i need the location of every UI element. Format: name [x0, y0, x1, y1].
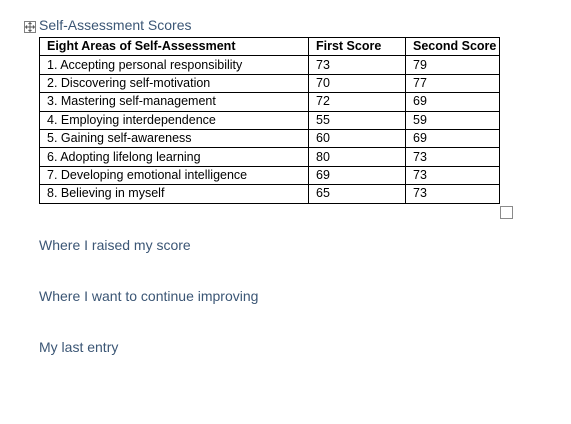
second-score-cell[interactable]: 73: [405, 165, 500, 186]
first-score-cell[interactable]: 70: [308, 73, 406, 94]
table-resize-icon[interactable]: [500, 206, 513, 219]
table-row: 5. Gaining self-awareness 60 69: [39, 128, 500, 149]
table-row: 7. Developing emotional intelligence 69 …: [39, 165, 500, 186]
first-score-cell[interactable]: 55: [308, 110, 406, 130]
table-title: Self-Assessment Scores: [39, 17, 192, 33]
heading-last-entry[interactable]: My last entry: [39, 339, 119, 355]
second-score-cell[interactable]: 69: [405, 92, 500, 112]
table-move-icon[interactable]: [24, 21, 36, 33]
first-score-cell[interactable]: 72: [308, 92, 406, 112]
first-score-cell[interactable]: 65: [308, 184, 406, 204]
table-row: 1. Accepting personal responsibility 73 …: [39, 55, 500, 75]
area-cell[interactable]: 5. Gaining self-awareness: [39, 128, 309, 149]
area-cell[interactable]: 6. Adopting lifelong learning: [39, 147, 309, 167]
first-score-cell[interactable]: 80: [308, 147, 406, 167]
area-cell[interactable]: 3. Mastering self-management: [39, 92, 309, 112]
area-cell[interactable]: 7. Developing emotional intelligence: [39, 165, 309, 186]
table-header-row: Eight Areas of Self-Assessment First Sco…: [39, 36, 500, 57]
second-score-cell[interactable]: 73: [405, 184, 500, 204]
table-row: 8. Believing in myself 65 73: [39, 184, 500, 204]
table-row: 2. Discovering self-motivation 70 77: [39, 73, 500, 94]
area-cell[interactable]: 2. Discovering self-motivation: [39, 73, 309, 94]
first-score-cell[interactable]: 60: [308, 128, 406, 149]
table-row: 4. Employing interdependence 55 59: [39, 110, 500, 130]
second-score-cell[interactable]: 77: [405, 73, 500, 94]
self-assessment-table: Eight Areas of Self-Assessment First Sco…: [39, 36, 500, 204]
area-cell[interactable]: 8. Believing in myself: [39, 184, 309, 204]
first-score-cell[interactable]: 73: [308, 55, 406, 75]
area-cell[interactable]: 1. Accepting personal responsibility: [39, 55, 309, 75]
second-score-cell[interactable]: 79: [405, 55, 500, 75]
header-first-score: First Score: [308, 36, 406, 57]
second-score-cell[interactable]: 59: [405, 110, 500, 130]
second-score-cell[interactable]: 73: [405, 147, 500, 167]
header-second-score: Second Score: [405, 36, 500, 57]
area-cell[interactable]: 4. Employing interdependence: [39, 110, 309, 130]
first-score-cell[interactable]: 69: [308, 165, 406, 186]
second-score-cell[interactable]: 69: [405, 128, 500, 149]
table-row: 3. Mastering self-management 72 69: [39, 92, 500, 112]
heading-continue-improving[interactable]: Where I want to continue improving: [39, 288, 259, 304]
header-area: Eight Areas of Self-Assessment: [39, 36, 309, 57]
table-row: 6. Adopting lifelong learning 80 73: [39, 147, 500, 167]
heading-raised-score[interactable]: Where I raised my score: [39, 237, 191, 253]
